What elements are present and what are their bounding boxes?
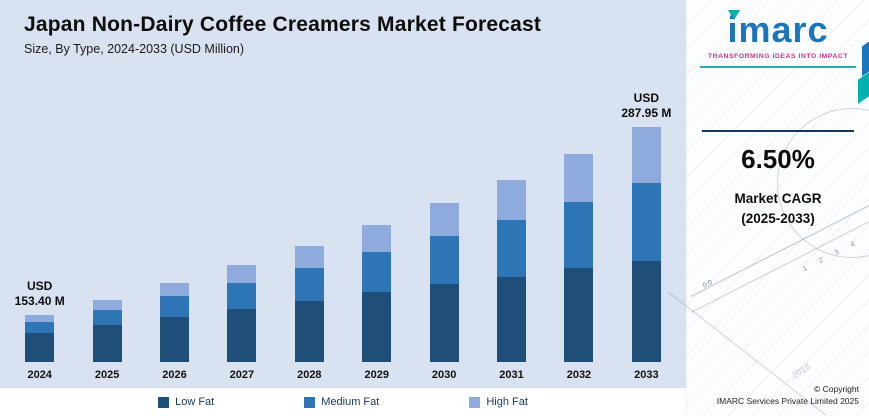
x-axis-label-2026: 2026 [162,369,187,381]
imarc-logo-wordmark: imarc [727,9,829,50]
legend-item-low-fat: Low Fat [158,396,214,408]
bar-column-2024: USD 153.40 M 2024 [6,279,73,388]
imarc-logo-text: imarc [727,9,829,50]
bar-segment-low-fat-2032 [564,268,594,362]
bar-segment-high-fat-2032 [564,154,594,202]
cagr-label: Market CAGR (2025-2033) [702,189,854,228]
bar-stack-2032 [564,154,594,362]
bar-segment-high-fat-2033 [631,127,661,184]
imarc-logo: imarc TRANSFORMING IDEAS INTO IMPACT [700,9,856,68]
x-axis-label-2025: 2025 [94,369,120,381]
bar-segment-high-fat-2029 [362,225,392,253]
copyright-line2: IMARC Services Private Limited 2025 [716,396,859,407]
imarc-logo-triangle-icon [728,10,741,20]
plot-area: USD 153.40 M 2024 2025 2026 2027 2028 2029 2030 2… [0,56,686,388]
bar-stack-2027 [227,265,257,362]
legend-label-high-fat: High Fat [486,396,528,408]
bar-segment-medium-fat-2030 [429,236,459,285]
bar-segment-medium-fat-2024 [25,322,55,334]
value-label-2033: USD 287.95 M [621,90,672,121]
x-axis-label-2031: 2031 [499,369,524,381]
cagr-label-line2: (2025-2033) [741,210,815,226]
bar-segment-low-fat-2033 [631,260,661,362]
bar-segment-medium-fat-2033 [631,183,661,261]
bar-stack-2031 [497,180,527,362]
bar-segment-high-fat-2027 [227,265,257,283]
bar-segment-medium-fat-2027 [227,282,257,309]
cagr-value: 6.50% [741,144,815,174]
bar-stack-2024 [25,315,55,362]
chart-header: Japan Non-Dairy Coffee Creamers Market F… [0,0,686,56]
bar-segment-medium-fat-2029 [362,252,392,293]
bar-stack-2033 [631,127,661,362]
x-axis-label-2029: 2029 [364,369,389,381]
bar-column-2029: 2029 [343,225,410,388]
value-label-2024: USD 153.40 M [14,278,65,309]
bar-column-2027: 2027 [208,265,275,388]
bar-segment-medium-fat-2031 [497,220,527,277]
legend-swatch-medium-fat [304,396,316,408]
bar-segment-medium-fat-2028 [294,268,324,301]
bar-segment-high-fat-2025 [92,300,122,310]
chart-subtitle: Size, By Type, 2024-2033 (USD Million) [24,42,245,56]
copyright-notice: © Copyright IMARC Services Private Limit… [717,383,859,409]
logo-divider [700,66,856,68]
bar-column-2031: 2031 [478,180,545,388]
bar-column-2025: 2025 [73,300,140,388]
chart-area: Japan Non-Dairy Coffee Creamers Market F… [0,0,686,416]
brand-panel: 1 2 3 4 0.0 2018 imarc TRANSFORMING IDEA… [667,0,869,416]
bar-stack-2029 [362,225,392,362]
cagr-block: 6.50% Market CAGR (2025-2033) [702,130,854,228]
bar-stack-2025 [92,300,122,362]
bar-column-2028: 2028 [276,246,343,388]
x-axis-label-2027: 2027 [229,369,255,381]
x-axis-label-2030: 2030 [431,369,457,381]
bar-segment-high-fat-2026 [160,283,190,297]
bar-segment-low-fat-2028 [294,300,324,362]
bar-stack-2030 [429,203,459,362]
x-axis-label-2032: 2032 [566,369,592,381]
bar-segment-high-fat-2028 [294,246,324,269]
bar-segment-high-fat-2031 [497,180,527,221]
bar-segment-low-fat-2030 [429,284,459,362]
cagr-label-line1: Market CAGR [734,191,822,206]
imarc-tagline: TRANSFORMING IDEAS INTO IMPACT [707,53,849,60]
bar-segment-low-fat-2029 [362,292,392,362]
legend-swatch-high-fat [469,396,481,408]
bar-segment-low-fat-2025 [92,325,122,362]
bar-segment-low-fat-2031 [497,276,527,362]
bar-column-2030: 2030 [410,203,477,388]
x-axis-label-2028: 2028 [297,369,322,381]
x-axis-label-2033: 2033 [634,369,659,381]
chart-title: Japan Non-Dairy Coffee Creamers Market F… [24,13,542,36]
bar-column-2032: 2032 [545,154,612,388]
legend-item-medium-fat: Medium Fat [304,396,379,408]
bar-segment-low-fat-2024 [25,333,55,362]
bar-segment-medium-fat-2026 [160,296,190,317]
bar-stack-2028 [294,246,324,362]
bar-segment-low-fat-2026 [160,316,190,362]
copyright-line1: © Copyright [813,383,859,394]
legend-swatch-low-fat [158,396,170,408]
x-axis-label-2024: 2024 [27,369,52,381]
bar-segment-medium-fat-2025 [92,309,122,326]
bar-column-2033: USD 287.95 M 2033 [613,91,680,388]
legend: Low Fat Medium Fat High Fat [0,388,686,416]
bar-segment-high-fat-2030 [429,203,459,237]
legend-label-low-fat: Low Fat [175,396,215,408]
bar-segment-low-fat-2027 [227,308,257,362]
bar-segment-high-fat-2024 [25,315,55,323]
legend-item-high-fat: High Fat [469,396,528,408]
bar-segment-medium-fat-2032 [564,201,594,269]
bar-column-2026: 2026 [141,283,208,388]
bar-stack-2026 [160,283,190,362]
legend-label-medium-fat: Medium Fat [321,396,380,408]
